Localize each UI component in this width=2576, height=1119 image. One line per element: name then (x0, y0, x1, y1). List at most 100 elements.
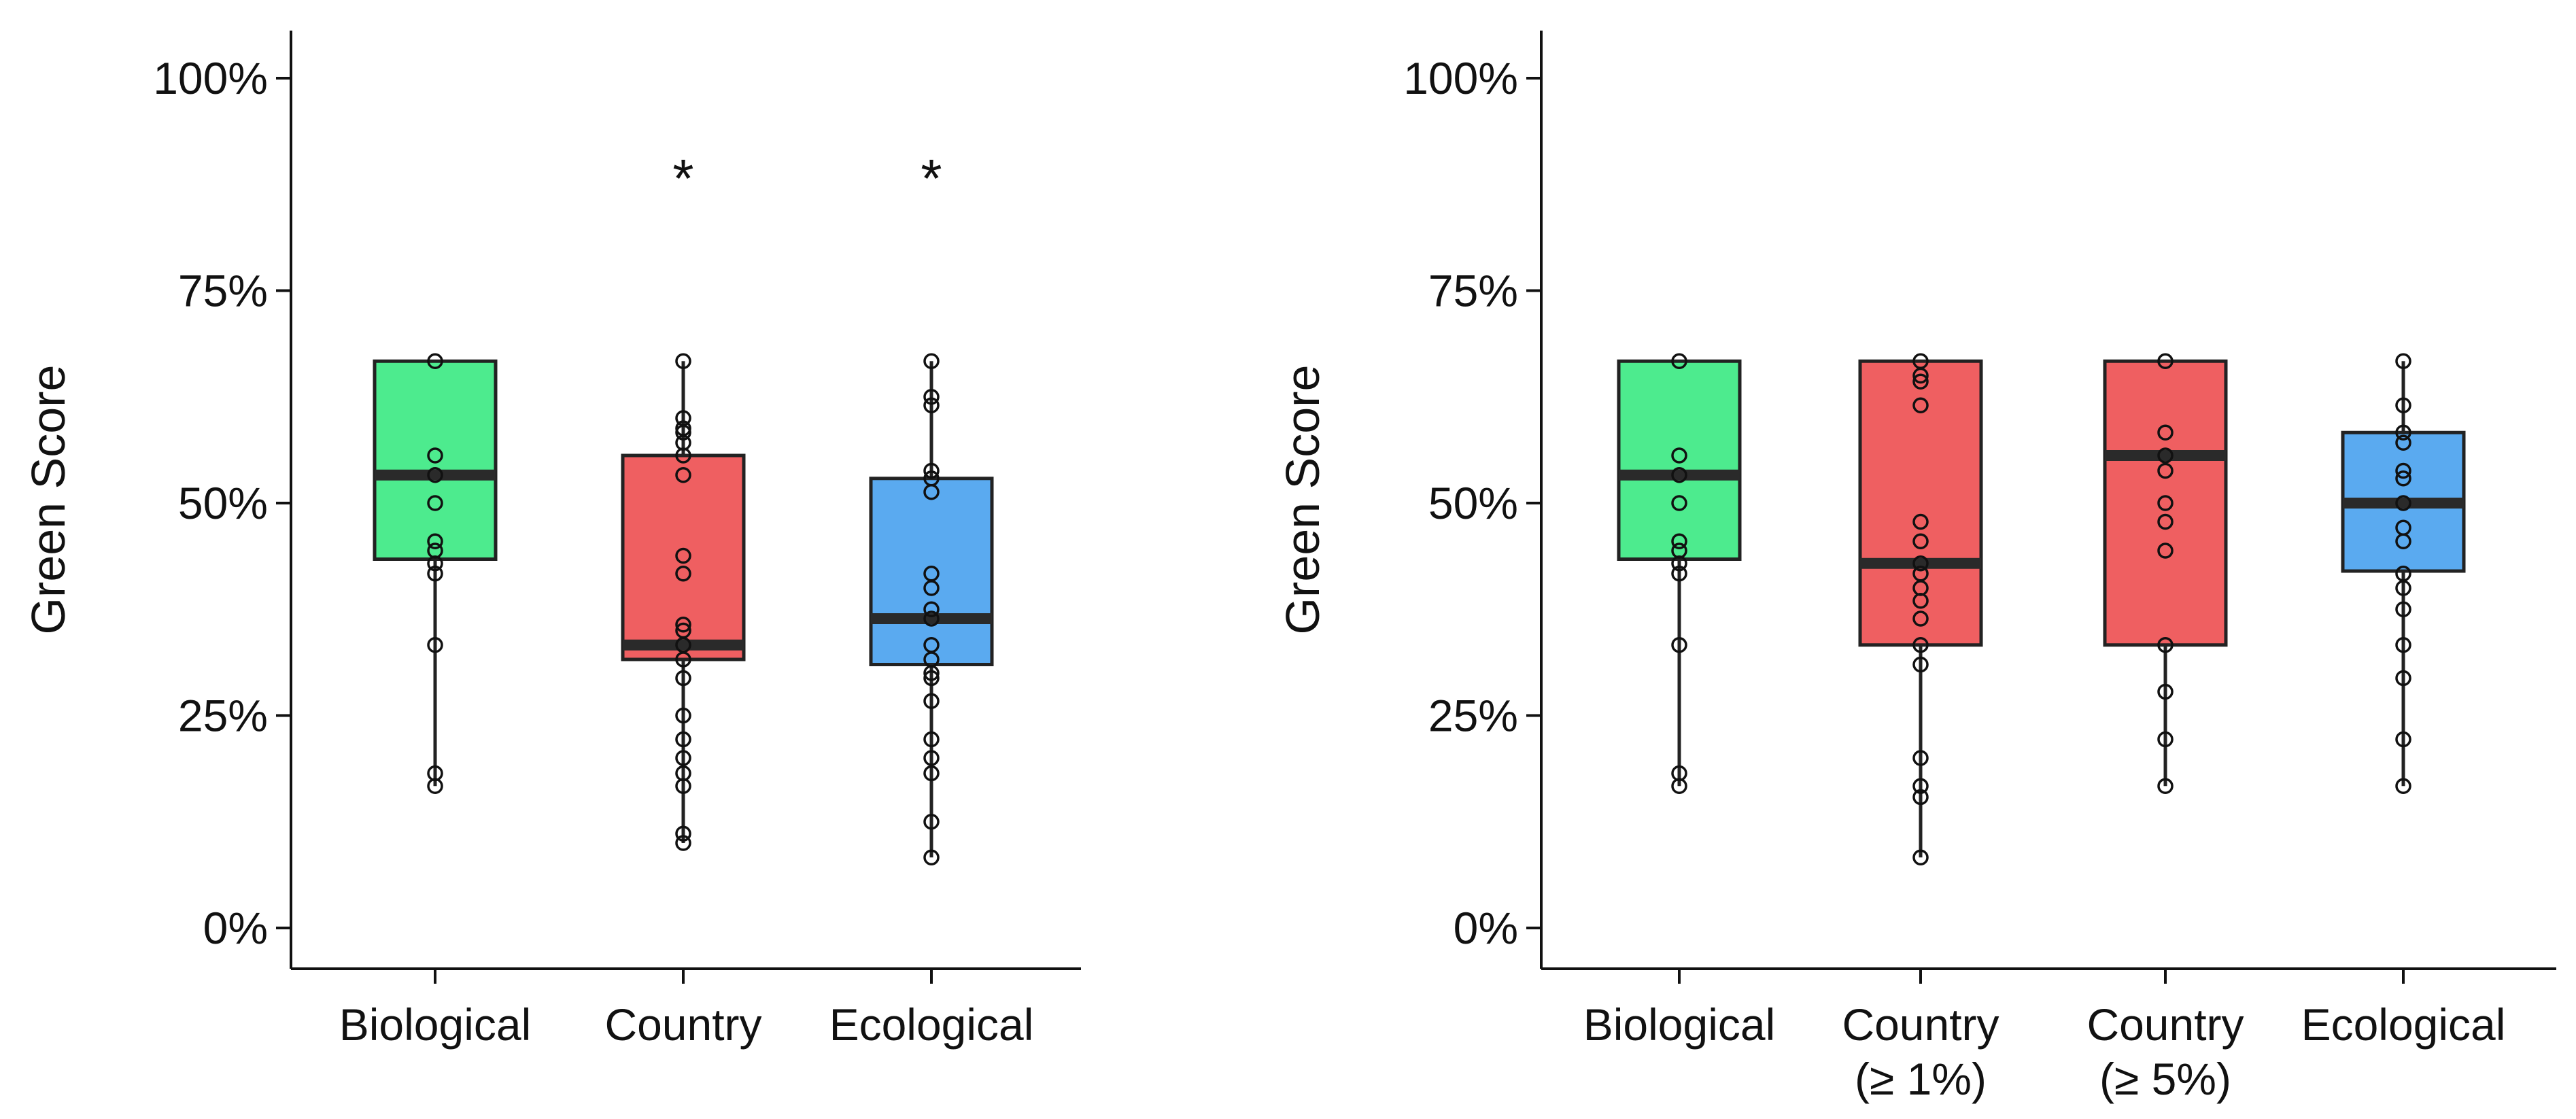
data-point (2157, 495, 2174, 511)
box-group: Country (≥ 1%) (1842, 353, 1999, 1104)
box-group: * Country (604, 148, 761, 1050)
data-point (2157, 543, 2174, 559)
box-group: Ecological (2301, 353, 2506, 1050)
y-axis-title: Green Score (1276, 365, 1329, 635)
data-point (675, 424, 691, 441)
data-point (923, 849, 940, 865)
y-axis-title: Green Score (22, 365, 75, 635)
data-point (1912, 778, 1929, 794)
data-point (2157, 447, 2174, 464)
y-tick-label: 0% (203, 903, 268, 953)
data-point (923, 670, 940, 687)
data-point (2157, 462, 2174, 479)
y-tick-label: 50% (178, 478, 268, 528)
y-tick-label: 75% (178, 266, 268, 316)
data-point (675, 707, 691, 724)
data-point (923, 462, 940, 479)
data-point (675, 670, 691, 687)
data-point (2395, 424, 2411, 441)
data-point (675, 617, 691, 633)
data-point (2157, 731, 2174, 748)
data-point (2395, 462, 2411, 479)
data-point (923, 665, 940, 681)
box-iqr (1858, 359, 1983, 647)
data-point (923, 484, 940, 500)
y-tick-label: 50% (1428, 478, 1518, 528)
x-tick-label-line: (≥ 5%) (2099, 1054, 2231, 1104)
data-point (923, 731, 940, 748)
data-point (1671, 637, 1687, 653)
data-point (675, 731, 691, 748)
x-tick-label: Ecological (829, 999, 1034, 1050)
box-group: Country (≥ 5%) (2086, 353, 2244, 1104)
data-point (1912, 593, 1929, 609)
data-point (1912, 610, 1929, 627)
data-point (2157, 778, 2174, 794)
data-point (427, 555, 443, 572)
significance-star: * (921, 148, 942, 209)
data-point (2395, 353, 2411, 369)
data-point (2395, 670, 2411, 687)
data-point (1671, 566, 1687, 582)
data-point (923, 397, 940, 413)
data-point (1671, 353, 1687, 369)
data-point (923, 750, 940, 766)
data-point (923, 353, 940, 369)
data-point (2157, 683, 2174, 700)
data-point (923, 610, 940, 627)
x-tick-label-line: Ecological (2301, 999, 2506, 1050)
y-tick-label: 75% (1428, 266, 1518, 316)
data-point (2395, 601, 2411, 617)
data-point (1671, 778, 1687, 794)
data-point (675, 467, 691, 483)
data-point (923, 693, 940, 709)
box-iqr (621, 453, 746, 661)
data-point (2157, 513, 2174, 530)
data-point (427, 447, 443, 464)
x-tick-label-line: Ecological (829, 999, 1034, 1050)
data-point (1912, 397, 1929, 413)
data-point (675, 825, 691, 842)
data-point (1912, 637, 1929, 653)
data-point (1912, 513, 1929, 530)
box-iqr (869, 477, 994, 666)
data-point (2395, 731, 2411, 748)
y-tick-label: 25% (178, 691, 268, 741)
data-point (2157, 637, 2174, 653)
data-point (2395, 580, 2411, 596)
data-point (1912, 555, 1929, 572)
chart-panel-1: 0% 25% 50% 75% 100% Green Score Biological * Cou… (22, 31, 1081, 1050)
data-point (1671, 495, 1687, 511)
x-tick-label-line: Country (1842, 999, 1999, 1050)
data-point (1912, 750, 1929, 766)
data-point (1671, 447, 1687, 464)
data-point (2157, 424, 2174, 441)
data-point (675, 750, 691, 766)
x-tick-label: Country (≥ 1%) (1842, 999, 1999, 1104)
data-point (2395, 470, 2411, 487)
data-point (1912, 849, 1929, 865)
data-point (1912, 373, 1929, 390)
data-point (2395, 778, 2411, 794)
data-point (1912, 533, 1929, 549)
x-tick-label: Biological (339, 999, 532, 1050)
x-tick-label-line: (≥ 1%) (1855, 1054, 1987, 1104)
data-point (427, 778, 443, 794)
data-point (2395, 533, 2411, 549)
data-point (427, 533, 443, 549)
y-tick-label: 100% (1403, 53, 1518, 103)
data-point (675, 566, 691, 582)
data-point (427, 637, 443, 653)
data-point (1912, 789, 1929, 806)
data-point (2157, 353, 2174, 369)
box-group: Biological (339, 353, 532, 1050)
chart-panel-2: 0% 25% 50% 75% 100% Green Score Biological Coun… (1276, 31, 2556, 1104)
x-tick-label-line: Biological (1583, 999, 1776, 1050)
data-point (675, 353, 691, 369)
y-tick-label: 0% (1454, 903, 1518, 953)
x-tick-label-line: Biological (339, 999, 532, 1050)
data-point (923, 814, 940, 830)
data-point (675, 835, 691, 851)
